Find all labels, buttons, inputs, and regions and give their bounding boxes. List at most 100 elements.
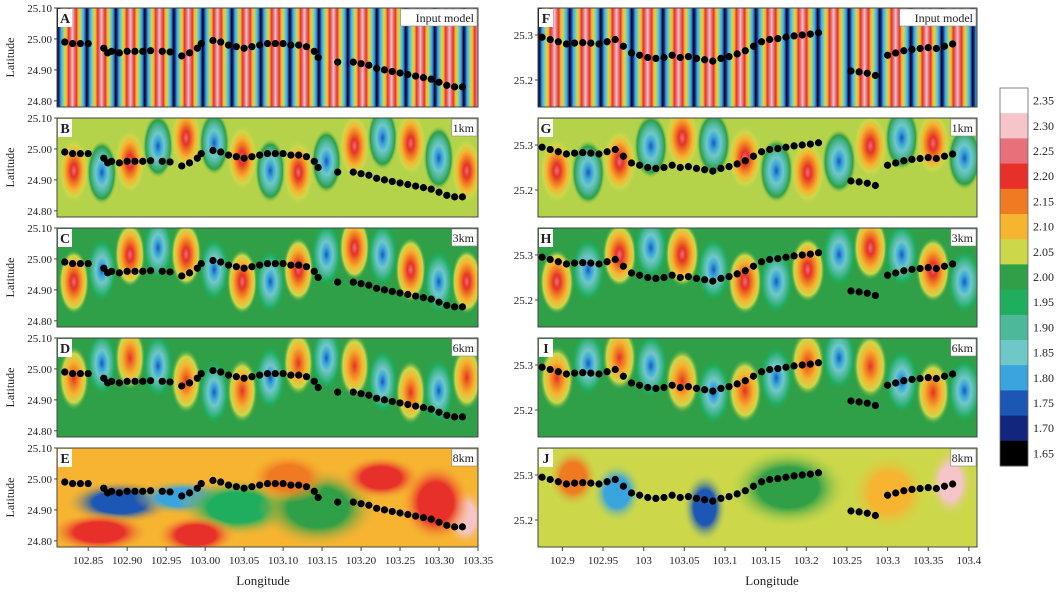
station-marker <box>806 140 814 148</box>
station-marker <box>587 39 595 47</box>
left-panel-c: C 3km 25.10 25.00 24.90 24.80 Latitude <box>3 223 479 328</box>
station-marker <box>373 394 381 402</box>
station-marker <box>546 365 554 374</box>
colorbar-tick-label: 1.80 <box>1033 371 1054 385</box>
station-marker <box>248 373 256 381</box>
colorbar-tick-label: 1.70 <box>1033 421 1054 435</box>
station-marker <box>611 365 619 374</box>
colorbar-tick-label: 2.10 <box>1033 220 1054 234</box>
station-marker <box>349 58 357 66</box>
station-marker <box>427 295 435 303</box>
station-marker <box>115 379 123 387</box>
y-tick-label: 24.80 <box>27 426 52 438</box>
station-marker <box>419 74 428 82</box>
station-marker <box>263 149 272 158</box>
y-tick-label: 25.3 <box>514 140 534 152</box>
station-marker <box>380 66 389 74</box>
station-marker <box>892 159 900 167</box>
station-marker <box>749 42 758 50</box>
station-marker <box>115 159 123 167</box>
station-marker <box>790 32 798 40</box>
station-marker <box>139 487 147 495</box>
right-panel-f-field <box>538 8 977 107</box>
station-marker <box>916 264 924 273</box>
y-axis-label: Latitude <box>3 148 17 188</box>
y-tick-label: 24.90 <box>27 395 52 407</box>
station-marker <box>538 33 546 41</box>
station-marker <box>717 274 725 282</box>
station-marker <box>412 182 420 190</box>
x-tick-label: 102.95 <box>151 555 182 567</box>
station-marker <box>668 161 676 169</box>
station-marker <box>757 478 766 486</box>
x-tick-label: 102.9 <box>550 555 575 567</box>
station-marker <box>84 369 92 378</box>
station-marker <box>709 387 717 395</box>
station-marker <box>185 49 194 57</box>
station-marker <box>652 54 660 63</box>
x-tick-label: 103.05 <box>229 555 260 567</box>
station-marker <box>684 273 692 281</box>
station-marker <box>396 289 404 297</box>
station-marker <box>798 361 806 369</box>
station-marker <box>798 251 806 259</box>
station-marker <box>131 47 139 55</box>
y-tick-label: 25.2 <box>514 515 533 527</box>
station-marker <box>443 301 451 309</box>
station-marker <box>798 141 806 149</box>
station-marker <box>427 515 435 523</box>
station-marker <box>701 386 709 394</box>
station-marker <box>357 280 365 288</box>
y-tick-label: 24.90 <box>27 285 52 297</box>
colorbar-segment <box>1000 113 1028 139</box>
station-marker <box>178 162 186 170</box>
station-marker <box>232 483 240 491</box>
station-marker <box>84 149 92 158</box>
station-marker <box>396 509 404 517</box>
y-tick-label: 24.90 <box>27 505 52 517</box>
station-marker <box>940 482 949 490</box>
station-marker <box>61 368 69 376</box>
station-marker <box>178 492 186 500</box>
colorbar-tick-label: 2.35 <box>1033 94 1054 108</box>
station-marker <box>579 369 587 377</box>
x-tick-label: 103.00 <box>190 555 221 567</box>
station-marker <box>271 149 279 158</box>
station-marker <box>139 377 147 385</box>
station-marker <box>334 388 342 396</box>
station-marker <box>757 368 766 376</box>
y-tick-label: 25.00 <box>27 254 52 266</box>
station-marker <box>733 50 741 58</box>
colorbar-tick-label: 2.05 <box>1033 245 1054 259</box>
colorbar-segment <box>1000 365 1028 391</box>
station-marker <box>240 374 248 382</box>
station-marker <box>676 53 684 62</box>
station-marker <box>855 288 863 296</box>
station-marker <box>185 159 194 167</box>
station-marker <box>782 363 790 371</box>
station-marker <box>443 521 451 529</box>
station-marker <box>302 483 311 491</box>
station-marker <box>916 374 924 383</box>
station-marker <box>814 139 823 147</box>
station-marker <box>701 56 709 64</box>
station-marker <box>940 262 949 270</box>
station-marker <box>76 259 84 268</box>
station-marker <box>814 359 823 367</box>
station-marker <box>248 153 256 161</box>
station-marker <box>554 258 562 266</box>
station-marker <box>166 378 174 386</box>
right-panel-i: I 6km 25.3 25.2 <box>514 337 978 438</box>
station-marker <box>749 482 758 490</box>
station-marker <box>61 478 69 486</box>
panel-letter: G <box>541 122 552 137</box>
station-marker <box>908 375 916 383</box>
x-tick-label: 102.85 <box>73 555 104 567</box>
station-marker <box>790 362 798 370</box>
station-marker <box>435 408 443 416</box>
station-marker <box>644 383 652 392</box>
station-marker <box>197 479 205 488</box>
station-marker <box>388 67 396 76</box>
station-marker <box>178 52 186 60</box>
station-marker <box>749 372 758 380</box>
